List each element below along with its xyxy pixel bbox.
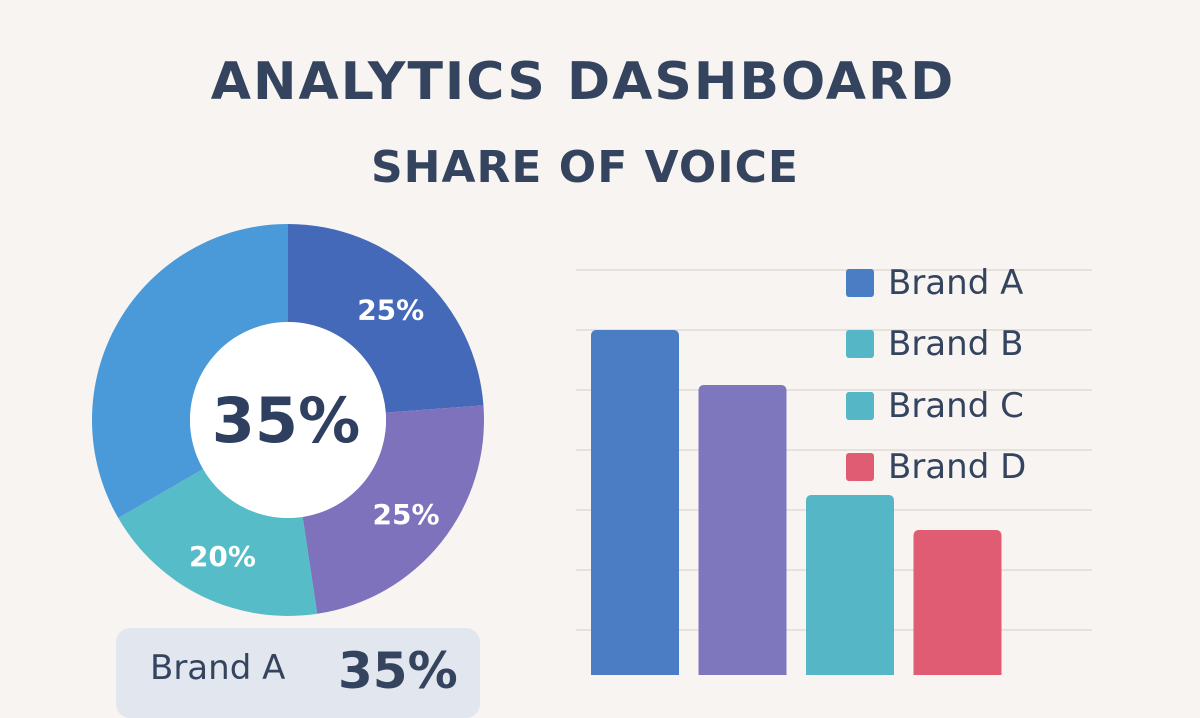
legend-swatch <box>846 268 874 297</box>
legend-swatch <box>846 330 874 359</box>
donut-hole <box>190 322 386 518</box>
legend-item[interactable]: Brand B <box>846 314 1026 376</box>
donut-slice[interactable] <box>92 224 288 518</box>
brand-info-card: Brand A 35% <box>116 628 480 718</box>
dashboard-title: ANALYTICS DASHBOARD <box>210 52 956 112</box>
bar-brand-b[interactable] <box>698 385 787 675</box>
legend-item[interactable]: Brand C <box>846 375 1026 437</box>
donut-slice[interactable] <box>288 224 484 413</box>
legend-label: Brand C <box>888 385 1024 426</box>
bar-brand-d[interactable] <box>913 530 1002 675</box>
legend-label: Brand A <box>888 262 1024 303</box>
legend-label: Brand B <box>888 324 1024 365</box>
donut-center-label: 35% <box>212 384 360 457</box>
slice-label: 25% <box>357 293 424 326</box>
slice-label: 25% <box>373 498 440 531</box>
bar-chart-legend: Brand A Brand B Brand C Brand D <box>846 252 1026 498</box>
legend-label: Brand D <box>888 447 1027 488</box>
bar-brand-a[interactable] <box>591 330 679 675</box>
donut-slice[interactable] <box>302 405 484 614</box>
bar-brand-c[interactable] <box>806 495 894 675</box>
donut-chart: 25% 25% 20% 35% <box>92 224 484 616</box>
info-card-label: Brand A <box>150 648 286 688</box>
legend-swatch <box>846 391 874 420</box>
slice-label: 20% <box>189 540 256 573</box>
legend-item[interactable]: Brand A <box>846 252 1026 314</box>
donut-slice[interactable] <box>118 469 318 616</box>
legend-item[interactable]: Brand D <box>846 437 1026 499</box>
legend-swatch <box>846 453 874 482</box>
bar-chart <box>576 269 1092 675</box>
chart-subtitle: SHARE OF VOICE <box>370 142 799 193</box>
info-card-value: 35% <box>338 642 458 700</box>
